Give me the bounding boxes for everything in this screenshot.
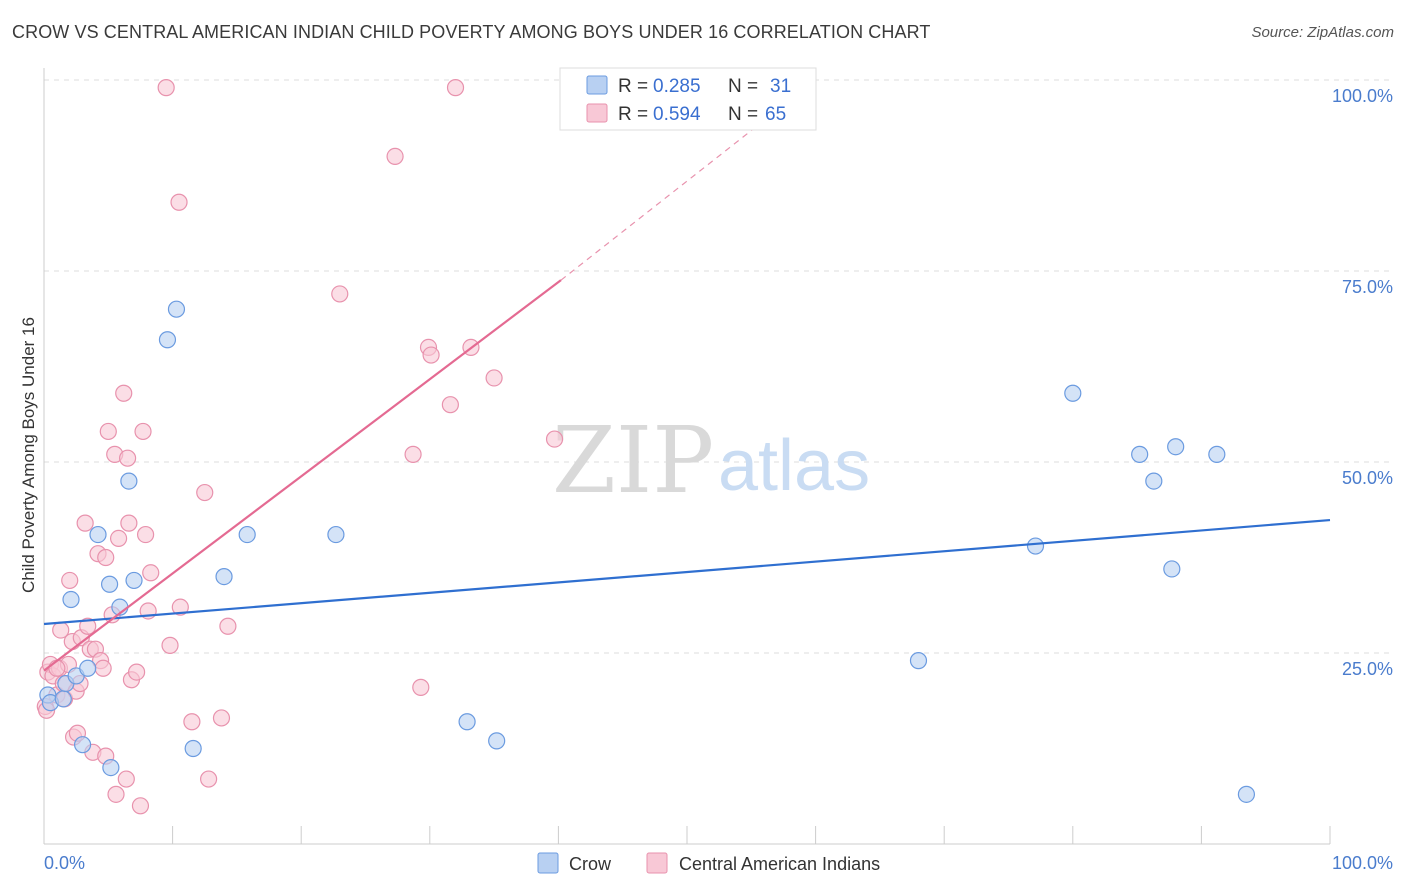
crow-point-4 <box>62 590 80 609</box>
crow-point-10 <box>102 758 120 777</box>
x-tick-label-min: 0.0% <box>44 853 85 873</box>
cai-series-swatch <box>646 852 668 874</box>
crow-point-19 <box>327 525 345 544</box>
cai-point-56 <box>412 678 430 696</box>
crow-point-6 <box>73 736 92 754</box>
cai-points <box>36 79 564 815</box>
cai-point-54 <box>386 147 404 165</box>
cai-point-28 <box>99 422 117 441</box>
crow-point-18 <box>238 525 256 544</box>
cai-point-45 <box>161 636 179 654</box>
cai-point-59 <box>441 396 459 414</box>
stats-legend: R = 0.285 N = 31 R = 0.594 N = 65 <box>559 67 817 131</box>
crow-point-14 <box>158 331 177 349</box>
crow-point-22 <box>909 652 928 670</box>
cai-point-39 <box>131 797 150 815</box>
crow-point-2 <box>54 690 72 708</box>
crow-series-label: Crow <box>569 854 612 874</box>
crow-point-7 <box>79 659 97 677</box>
cai-point-63 <box>545 430 564 448</box>
cai-point-34 <box>117 770 135 788</box>
crow-point-9 <box>100 575 119 593</box>
y-tick-label-2: 75.0% <box>1342 277 1393 297</box>
cai-point-25 <box>94 659 112 677</box>
y-axis-label: Child Poverty Among Boys Under 16 <box>19 317 38 593</box>
cai-r-value: 0.594 <box>653 104 701 125</box>
y-tick-label-0: 25.0% <box>1342 659 1393 679</box>
crow-r-label: R = <box>618 76 648 97</box>
cai-point-18 <box>76 514 94 532</box>
cai-point-48 <box>183 713 201 731</box>
cai-point-55 <box>404 445 422 463</box>
crow-point-15 <box>167 300 186 318</box>
cai-point-50 <box>200 770 218 788</box>
cai-legend-swatch <box>586 103 608 123</box>
crow-point-25 <box>1131 445 1149 463</box>
source-label: Source: ZipAtlas.com <box>1251 24 1394 41</box>
crow-point-13 <box>125 571 143 590</box>
cai-point-38 <box>127 663 146 681</box>
y-tick-label-3: 100.0% <box>1332 86 1393 106</box>
cai-point-62 <box>485 369 503 387</box>
cai-point-41 <box>136 525 155 544</box>
cai-point-35 <box>118 449 137 467</box>
cai-point-47 <box>171 598 189 616</box>
watermark-atlas: atlas <box>718 426 870 506</box>
cai-point-31 <box>107 785 125 803</box>
crow-point-23 <box>1026 537 1045 555</box>
cai-point-52 <box>219 617 237 635</box>
chart-title: CROW VS CENTRAL AMERICAN INDIAN CHILD PO… <box>12 22 931 42</box>
cai-point-36 <box>120 514 138 532</box>
cai-r-label: R = <box>618 104 648 125</box>
crow-n-label: N = <box>728 76 758 97</box>
cai-point-46 <box>170 193 188 211</box>
cai-point-43 <box>142 564 160 582</box>
cai-trend-line <box>43 279 562 672</box>
cai-point-53 <box>331 285 349 303</box>
cai-n-value: 65 <box>765 104 786 125</box>
cai-point-60 <box>446 79 465 97</box>
cai-n-label: N = <box>728 104 758 125</box>
crow-series-swatch <box>537 852 559 874</box>
cai-point-26 <box>97 548 115 567</box>
cai-point-64 <box>48 659 66 677</box>
crow-point-29 <box>1208 445 1226 463</box>
crow-point-26 <box>1145 472 1163 490</box>
cai-point-32 <box>109 529 128 548</box>
crow-n-value: 31 <box>770 76 791 97</box>
watermark-zip: ZIP <box>552 407 714 514</box>
cai-point-51 <box>212 709 231 727</box>
crow-points <box>39 300 1256 803</box>
series-legend: Crow Central American Indians <box>537 852 880 874</box>
crow-legend-swatch <box>586 75 608 95</box>
y-tick-labels: 25.0% 50.0% 75.0% 100.0% <box>1332 86 1393 679</box>
cai-point-58 <box>422 346 440 364</box>
trend-lines <box>43 79 1331 672</box>
crow-point-8 <box>89 525 107 544</box>
gridlines <box>44 79 1393 654</box>
crow-point-17 <box>215 567 233 586</box>
crow-r-value: 0.285 <box>653 76 701 97</box>
cai-point-33 <box>115 384 133 402</box>
cai-point-11 <box>61 571 79 590</box>
crow-point-21 <box>488 732 506 750</box>
crow-point-28 <box>1167 438 1185 456</box>
y-tick-label-1: 50.0% <box>1342 468 1393 488</box>
cai-point-19 <box>79 617 97 635</box>
crow-point-20 <box>458 713 476 731</box>
crow-point-27 <box>1163 560 1181 578</box>
crow-point-12 <box>120 472 138 490</box>
crow-trend-line <box>43 518 1331 626</box>
cai-series-label: Central American Indians <box>679 854 880 874</box>
crow-point-16 <box>184 739 202 758</box>
crow-point-24 <box>1064 384 1082 402</box>
crow-point-30 <box>1237 785 1256 803</box>
watermark: ZIP atlas <box>552 407 870 514</box>
cai-point-40 <box>134 422 152 441</box>
cai-point-44 <box>157 79 175 97</box>
cai-point-49 <box>196 483 214 502</box>
x-tick-label-max: 100.0% <box>1332 853 1393 873</box>
